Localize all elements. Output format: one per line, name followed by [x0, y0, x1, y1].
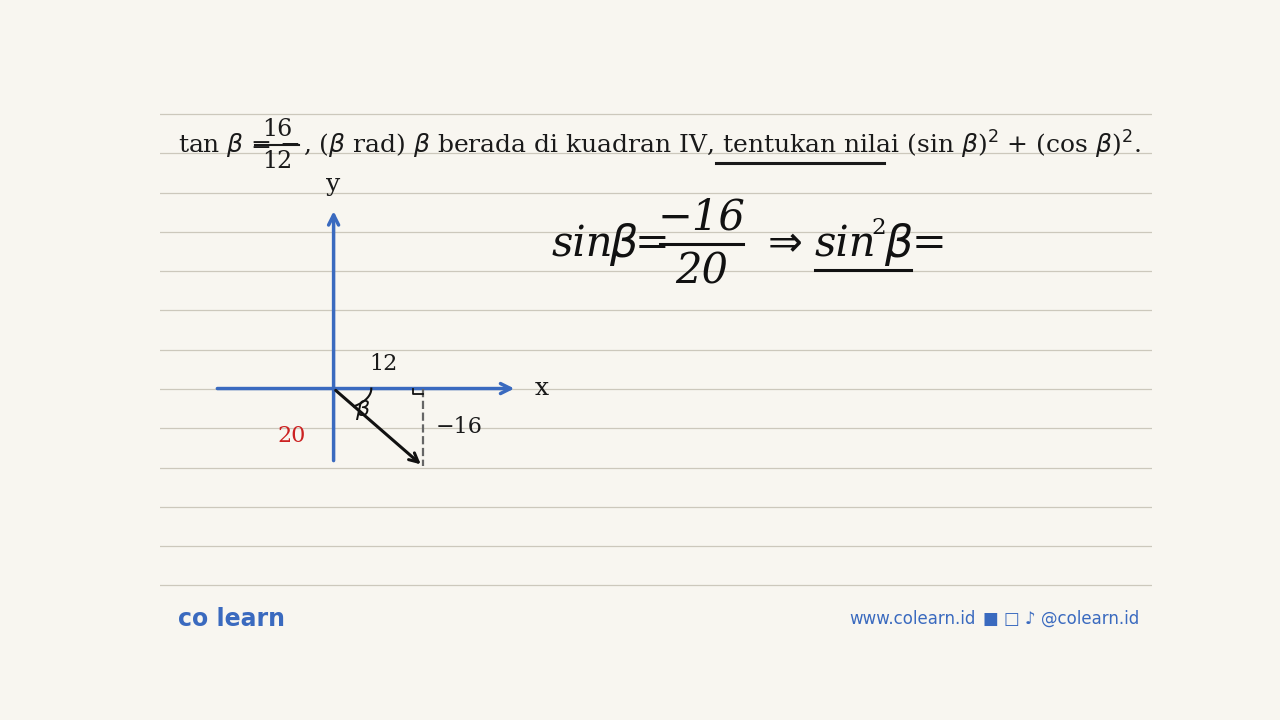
Text: $\beta$: $\beta$: [884, 221, 913, 268]
Text: 12: 12: [369, 353, 397, 374]
Text: −16: −16: [658, 197, 745, 239]
Text: y: y: [326, 174, 340, 196]
Text: $\beta$: $\beta$: [609, 221, 639, 268]
Text: =: =: [634, 223, 669, 266]
Text: www.colearn.id: www.colearn.id: [850, 610, 975, 628]
Text: , ($\beta$ rad) $\beta$ berada di kuadran IV, tentukan nilai (sin $\beta$)$^2$ +: , ($\beta$ rad) $\beta$ berada di kuadra…: [303, 128, 1140, 161]
Text: 2: 2: [872, 217, 886, 239]
Text: =: =: [911, 223, 947, 266]
Text: x: x: [535, 377, 549, 400]
Text: co learn: co learn: [178, 607, 285, 631]
Text: −16: −16: [435, 416, 483, 438]
Text: sin: sin: [552, 223, 613, 266]
Text: 20: 20: [675, 250, 728, 292]
Text: 20: 20: [278, 425, 306, 446]
Text: 16: 16: [262, 117, 292, 140]
Text: tan $\beta$ = $-$: tan $\beta$ = $-$: [178, 130, 300, 158]
Text: ■ □ ♪ @colearn.id: ■ □ ♪ @colearn.id: [983, 610, 1139, 628]
Text: ⇒: ⇒: [768, 223, 803, 266]
Text: $\beta$: $\beta$: [356, 397, 371, 422]
Text: sin: sin: [815, 223, 877, 266]
Text: 12: 12: [262, 150, 292, 173]
